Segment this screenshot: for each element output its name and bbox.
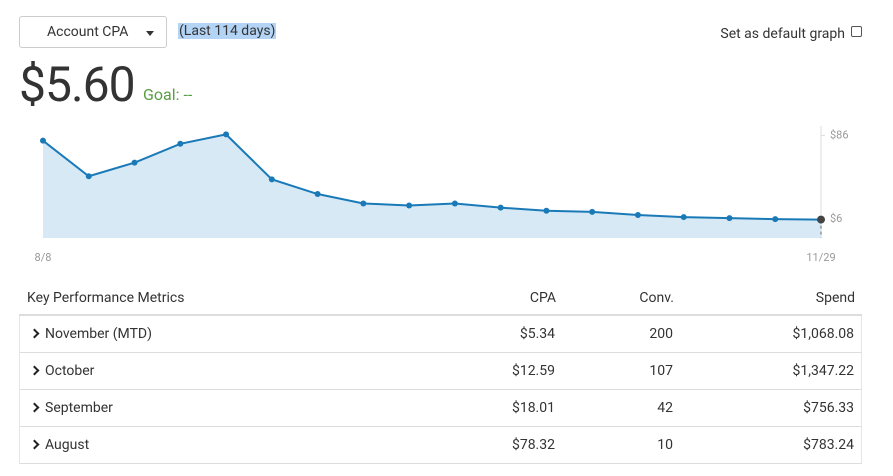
expand-chevron bbox=[29, 328, 40, 339]
cell-value: $756.33 bbox=[803, 400, 854, 416]
cell-value: $1,068.08 bbox=[792, 326, 854, 342]
dropdown-caret bbox=[146, 31, 154, 36]
cell-value: $5.34 bbox=[519, 326, 555, 342]
table-row[interactable]: October $12.59 107 $1,347.22 bbox=[19, 353, 862, 390]
point bbox=[268, 176, 275, 183]
y-tick-label: $6 bbox=[830, 212, 842, 225]
row-label: August bbox=[45, 437, 90, 453]
point bbox=[497, 204, 504, 211]
table-row[interactable]: August $78.32 10 $783.24 bbox=[19, 427, 862, 464]
header-row: Key Performance Metrics CPA Conv. Spend bbox=[19, 280, 862, 316]
goal: Goal: -- bbox=[143, 85, 193, 104]
cell-value: 107 bbox=[649, 363, 673, 379]
point bbox=[680, 214, 687, 221]
header-cell: CPA bbox=[529, 290, 556, 306]
point bbox=[817, 215, 825, 224]
line bbox=[42, 133, 822, 221]
row-label: October bbox=[45, 363, 95, 379]
expand-chevron bbox=[29, 365, 40, 376]
cell-value: $18.01 bbox=[511, 400, 555, 416]
cell-value: $78.32 bbox=[511, 437, 555, 453]
cell-value: $783.24 bbox=[803, 437, 854, 453]
header-cell: Key Performance Metrics bbox=[27, 290, 185, 306]
point bbox=[451, 200, 458, 207]
date-range: (Last 114 days) bbox=[178, 23, 277, 39]
header-cell: Spend bbox=[815, 290, 855, 306]
point bbox=[177, 140, 184, 147]
point bbox=[589, 208, 596, 215]
point bbox=[772, 216, 779, 223]
headline-value: $5.60 bbox=[19, 56, 136, 113]
point bbox=[726, 215, 733, 222]
point bbox=[85, 173, 92, 180]
point bbox=[223, 131, 230, 138]
kpi-table: Key Performance Metrics CPA Conv. Spend Nove… bbox=[19, 280, 862, 464]
default-checkbox[interactable] bbox=[851, 26, 862, 37]
cell-value: $12.59 bbox=[511, 363, 555, 379]
x-tick-label: 11/29 bbox=[806, 251, 835, 264]
row-label: November (MTD) bbox=[45, 326, 152, 342]
cell-value: 10 bbox=[657, 437, 673, 453]
chart: $6 $86 8/8 11/29 bbox=[35, 126, 849, 264]
point bbox=[360, 200, 367, 207]
row-label: September bbox=[45, 400, 113, 416]
expand-chevron bbox=[29, 439, 40, 450]
point bbox=[40, 137, 46, 144]
point bbox=[543, 207, 550, 214]
area-fill bbox=[43, 134, 821, 238]
table-row[interactable]: November (MTD) $5.34 200 $1,068.08 bbox=[19, 316, 862, 353]
point bbox=[131, 159, 138, 166]
point bbox=[634, 211, 641, 218]
metric-dropdown[interactable]: Account CPA bbox=[19, 16, 167, 48]
point bbox=[406, 202, 413, 209]
x-tick-label: 8/8 bbox=[35, 251, 52, 264]
header-cell: Conv. bbox=[639, 290, 674, 306]
table-row[interactable]: September $18.01 42 $756.33 bbox=[19, 390, 862, 427]
expand-chevron bbox=[29, 402, 40, 413]
dropdown-label: Account CPA bbox=[47, 24, 129, 40]
cell-value: 200 bbox=[649, 326, 673, 342]
cell-value: $1,347.22 bbox=[792, 363, 854, 379]
default-label: Set as default graph bbox=[720, 26, 845, 42]
y-tick-label: $86 bbox=[830, 128, 849, 141]
cell-value: 42 bbox=[657, 400, 673, 416]
point bbox=[314, 191, 321, 198]
